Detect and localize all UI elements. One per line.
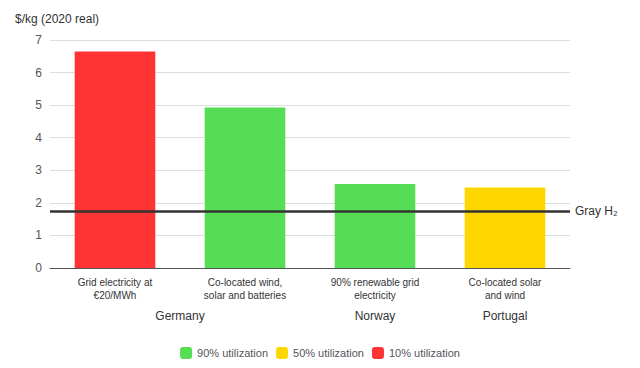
svg-text:10% utilization: 10% utilization: [389, 347, 460, 359]
svg-text:Gray H₂: Gray H₂: [575, 204, 618, 218]
svg-text:Portugal: Portugal: [483, 309, 528, 323]
svg-text:Norway: Norway: [355, 309, 396, 323]
svg-text:electricity: electricity: [354, 290, 396, 301]
svg-text:Co-located solar: Co-located solar: [469, 277, 542, 288]
svg-text:4: 4: [35, 131, 42, 145]
svg-text:90% utilization: 90% utilization: [197, 347, 268, 359]
svg-text:solar and batteries: solar and batteries: [204, 290, 286, 301]
svg-text:90% renewable grid: 90% renewable grid: [331, 277, 419, 288]
svg-text:and wind: and wind: [485, 290, 525, 301]
svg-text:$/kg (2020 real): $/kg (2020 real): [15, 12, 99, 26]
svg-text:6: 6: [35, 66, 42, 80]
svg-text:3: 3: [35, 163, 42, 177]
svg-text:2: 2: [35, 196, 42, 210]
svg-text:50% utilization: 50% utilization: [293, 347, 364, 359]
svg-text:€20/MWh: €20/MWh: [94, 290, 137, 301]
svg-text:1: 1: [35, 228, 42, 242]
svg-text:0: 0: [35, 261, 42, 275]
svg-text:7: 7: [35, 33, 42, 47]
svg-text:Co-located wind,: Co-located wind,: [208, 277, 282, 288]
svg-text:Grid electricity at: Grid electricity at: [78, 277, 153, 288]
svg-text:Germany: Germany: [155, 309, 204, 323]
svg-text:5: 5: [35, 98, 42, 112]
